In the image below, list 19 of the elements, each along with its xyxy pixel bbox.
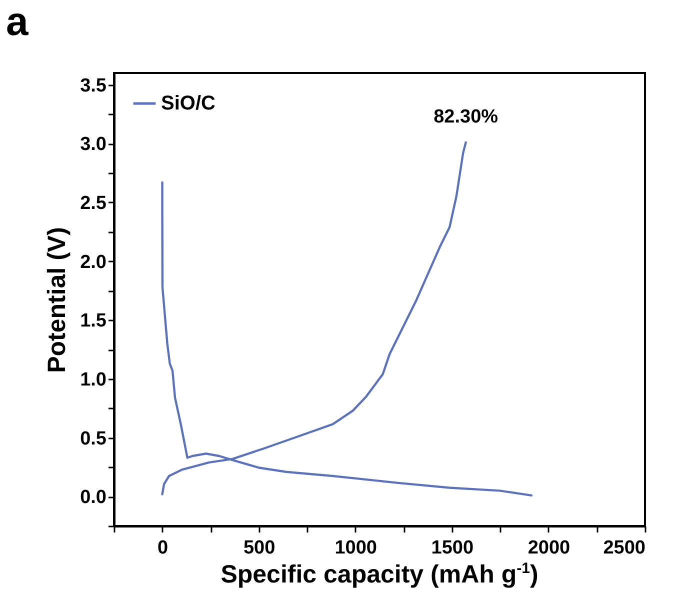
chart-title: a — [6, 0, 28, 45]
y-tick-label: 0.5 — [80, 428, 107, 450]
y-tick-label: 1.0 — [80, 369, 106, 390]
x-tick-label: 2500 — [603, 538, 646, 558]
annotation: 82.30% — [434, 106, 498, 128]
x-tick-label: 0 — [157, 538, 168, 558]
y-tick-label: 2.5 — [80, 192, 107, 214]
y-tick-label: 3.5 — [80, 75, 107, 96]
y-tick-label: 3.0 — [80, 134, 106, 156]
x-tick-label: 2000 — [528, 538, 570, 558]
y-tick-label: 0.0 — [80, 487, 106, 508]
y-tick-label: 1.5 — [80, 310, 107, 332]
x-tick-label: 1000 — [334, 538, 378, 558]
x-tick-label: 500 — [243, 538, 276, 558]
x-axis-title: Specific capacity (mAh g$^{-1}$) — [220, 560, 540, 590]
y-tick-label: 2.0 — [80, 252, 106, 273]
legend-label: SiO/C — [161, 92, 216, 114]
x-tick-label: 1500 — [431, 538, 474, 558]
y-axis-title: Potential (V) — [43, 227, 72, 373]
